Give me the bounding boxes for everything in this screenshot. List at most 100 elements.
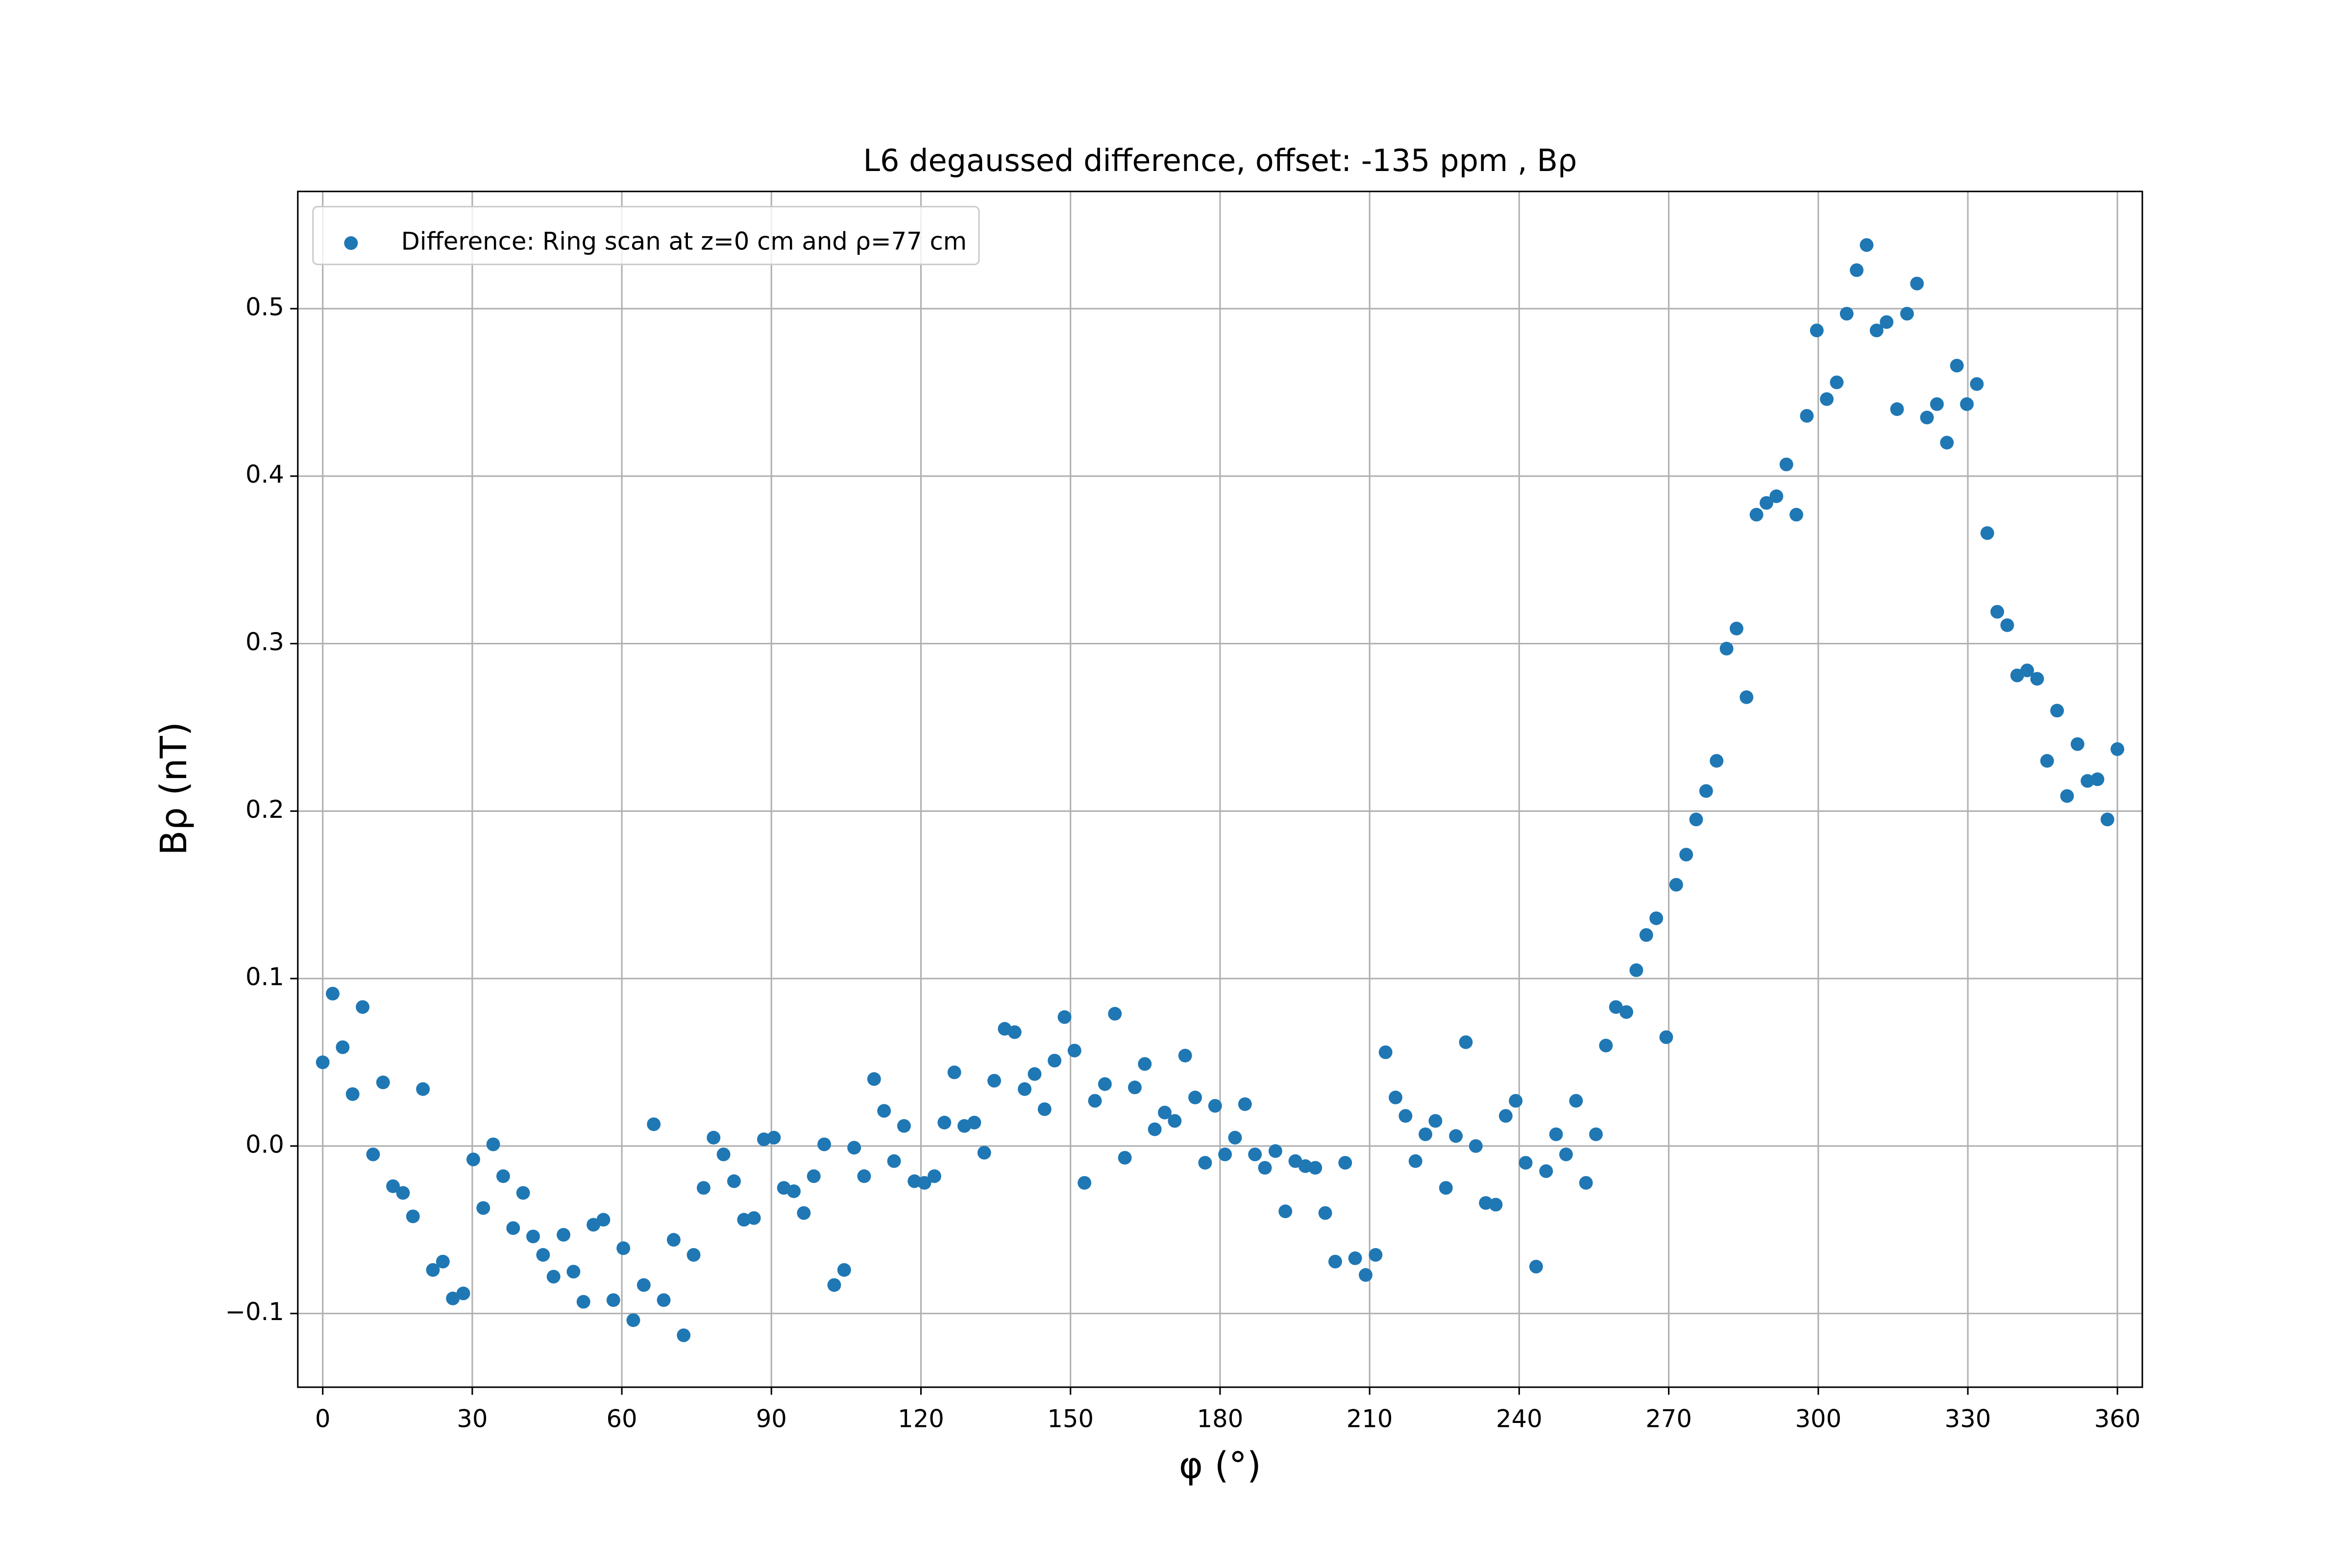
point: [1699, 784, 1713, 798]
point: [1769, 489, 1784, 503]
point: [1519, 1156, 1533, 1170]
point: [967, 1116, 981, 1129]
point: [1469, 1139, 1483, 1153]
point: [1037, 1102, 1052, 1116]
point: [1378, 1045, 1393, 1059]
point: [1118, 1151, 1132, 1165]
point: [316, 1055, 330, 1069]
point: [1208, 1099, 1222, 1113]
legend-marker: [344, 236, 358, 250]
point: [1900, 307, 1914, 321]
point: [1960, 397, 1974, 411]
point: [1609, 1000, 1623, 1014]
point: [897, 1119, 911, 1133]
point: [1890, 402, 1904, 416]
point: [1579, 1176, 1593, 1190]
point: [657, 1293, 671, 1307]
point: [987, 1074, 1001, 1088]
point: [1950, 359, 1964, 373]
point: [1589, 1127, 1603, 1141]
point: [1098, 1077, 1112, 1091]
x-tick-label: 330: [1945, 1405, 1991, 1433]
point: [747, 1211, 761, 1225]
point: [716, 1147, 731, 1161]
point: [1369, 1248, 1383, 1262]
point: [837, 1263, 851, 1277]
point: [1048, 1054, 1062, 1068]
point: [1338, 1156, 1352, 1170]
point: [1990, 605, 2004, 619]
point: [1639, 928, 1653, 942]
point: [456, 1286, 470, 1300]
point: [1328, 1254, 1342, 1269]
point: [1428, 1114, 1443, 1128]
point: [466, 1152, 480, 1167]
point: [426, 1263, 440, 1277]
point: [1810, 323, 1824, 338]
point: [1559, 1147, 1573, 1161]
x-tick-label: 300: [1795, 1405, 1841, 1433]
point: [1078, 1176, 1092, 1190]
point: [1439, 1181, 1453, 1195]
point: [1760, 496, 1773, 510]
point: [1710, 754, 1724, 768]
point: [1689, 812, 1703, 827]
point: [2060, 789, 2074, 803]
point: [376, 1076, 390, 1089]
y-tick-label: 0.3: [245, 628, 284, 656]
plot-frame: [297, 191, 2143, 1388]
point: [1028, 1067, 1042, 1081]
point: [416, 1082, 430, 1096]
x-tick-label: 30: [457, 1405, 488, 1433]
point: [2050, 704, 2064, 718]
y-tick-label: 0.0: [245, 1130, 284, 1158]
point: [566, 1265, 581, 1279]
point: [1529, 1259, 1543, 1274]
x-tick-label: 240: [1496, 1405, 1543, 1433]
point: [666, 1233, 681, 1247]
point: [1830, 375, 1844, 390]
x-tick-label: 360: [2094, 1405, 2141, 1433]
point: [977, 1146, 991, 1160]
point: [386, 1179, 400, 1193]
point: [2110, 742, 2125, 756]
point: [1158, 1105, 1172, 1120]
point: [1278, 1204, 1293, 1219]
point: [1268, 1144, 1282, 1158]
point: [1188, 1090, 1202, 1104]
x-tick-label: 0: [315, 1405, 331, 1433]
point: [707, 1130, 721, 1145]
point: [1779, 457, 1793, 471]
point: [616, 1241, 631, 1255]
point: [326, 986, 340, 1001]
legend-box: [312, 206, 980, 266]
point: [1970, 377, 1984, 391]
point: [1569, 1094, 1583, 1108]
point: [1789, 508, 1803, 522]
point: [867, 1072, 881, 1086]
point: [336, 1040, 350, 1054]
point: [436, 1254, 450, 1269]
point: [1669, 878, 1683, 892]
point: [1539, 1164, 1553, 1178]
x-axis-label: φ (°): [1179, 1444, 1261, 1487]
point: [1509, 1094, 1523, 1108]
point: [1749, 508, 1764, 522]
point: [1619, 1005, 1634, 1019]
point: [1880, 315, 1894, 329]
point: [1930, 397, 1944, 411]
point: [917, 1176, 931, 1190]
point: [446, 1291, 460, 1305]
point: [887, 1154, 901, 1168]
point: [496, 1169, 510, 1183]
point: [797, 1206, 811, 1220]
point: [2020, 663, 2034, 678]
point: [1088, 1094, 1102, 1108]
y-tick-label: 0.5: [245, 293, 284, 321]
point: [1148, 1122, 1162, 1136]
point: [1850, 263, 1864, 277]
x-tick-label: 90: [756, 1405, 787, 1433]
point: [1629, 963, 1643, 977]
